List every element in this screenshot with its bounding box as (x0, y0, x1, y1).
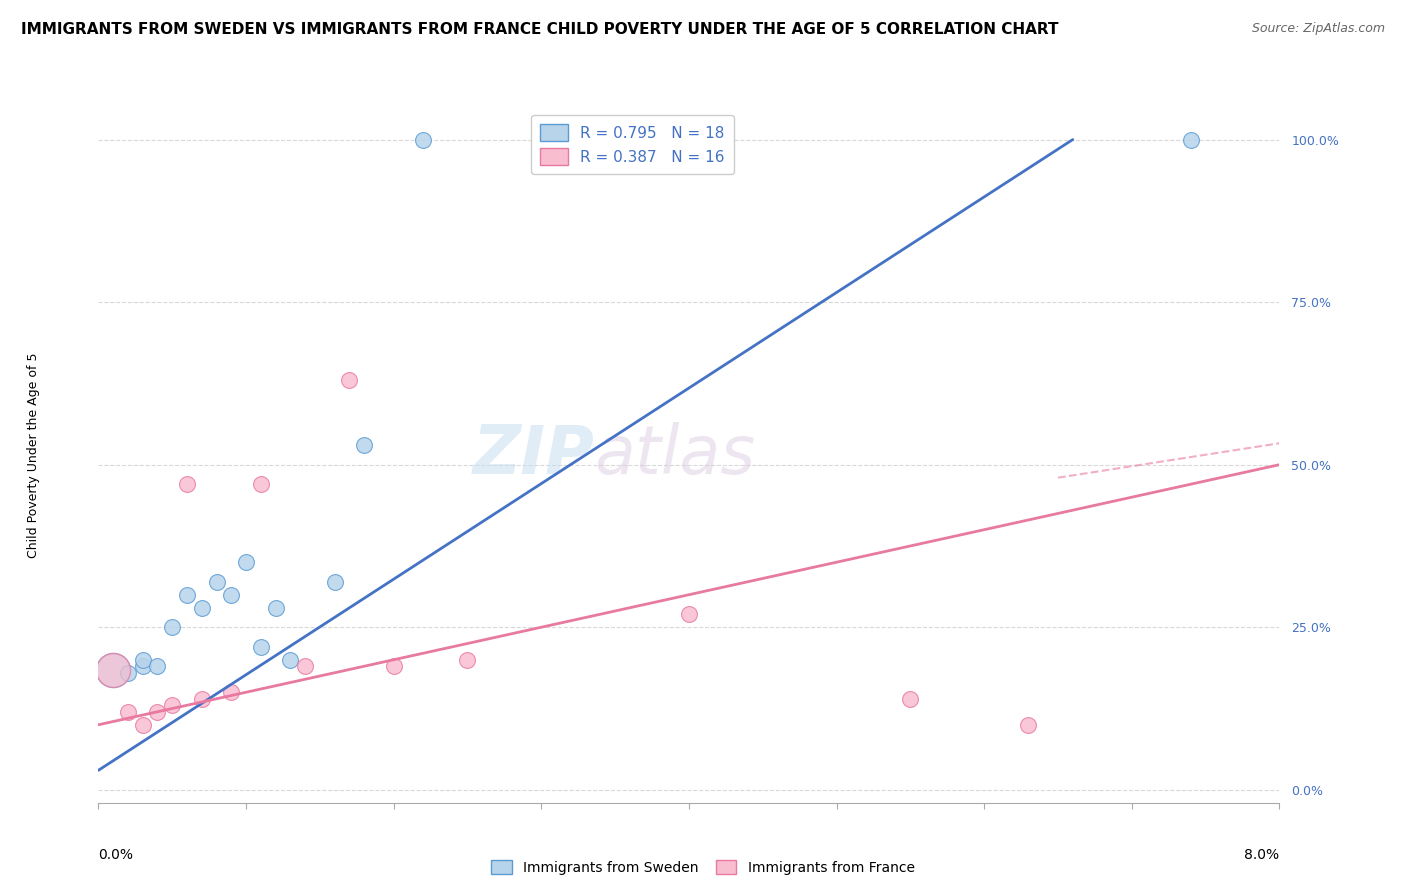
Point (162, 620, 183, 634)
Text: atlas: atlas (595, 422, 755, 488)
Point (353, 438, 375, 452)
Text: 0.0%: 0.0% (98, 848, 134, 862)
Point (162, 698, 183, 713)
Point (323, 574, 346, 589)
Point (132, 718, 155, 732)
Point (205, 574, 228, 589)
Point (678, 607, 700, 622)
Point (103, 663, 124, 677)
Point (132, 653, 155, 667)
Text: 8.0%: 8.0% (1244, 848, 1279, 862)
Point (219, 685, 242, 699)
Point (456, 653, 478, 667)
Text: Source: ZipAtlas.com: Source: ZipAtlas.com (1251, 22, 1385, 36)
Point (898, 691, 921, 706)
Point (337, 373, 360, 387)
Text: Child Poverty Under the Age of 5: Child Poverty Under the Age of 5 (27, 352, 39, 558)
Point (117, 705, 139, 719)
Point (191, 691, 214, 706)
Legend: Immigrants from Sweden, Immigrants from France: Immigrants from Sweden, Immigrants from … (486, 855, 920, 880)
Point (382, 659, 405, 673)
Point (117, 665, 139, 680)
Point (278, 653, 301, 667)
Text: IMMIGRANTS FROM SWEDEN VS IMMIGRANTS FROM FRANCE CHILD POVERTY UNDER THE AGE OF : IMMIGRANTS FROM SWEDEN VS IMMIGRANTS FRO… (21, 22, 1059, 37)
Point (264, 600, 287, 615)
Point (103, 663, 124, 677)
Point (146, 659, 169, 673)
Point (146, 705, 169, 719)
Point (294, 659, 316, 673)
Point (219, 588, 242, 602)
Text: ZIP: ZIP (472, 422, 595, 488)
Point (250, 640, 273, 654)
Point (250, 477, 273, 491)
Point (132, 659, 155, 673)
Point (235, 555, 257, 569)
Point (1017, 718, 1039, 732)
Point (191, 600, 214, 615)
Point (1180, 132, 1202, 146)
Point (412, 132, 434, 146)
Legend: R = 0.795   N = 18, R = 0.387   N = 16: R = 0.795 N = 18, R = 0.387 N = 16 (531, 115, 734, 175)
Point (176, 477, 198, 491)
Point (176, 588, 198, 602)
